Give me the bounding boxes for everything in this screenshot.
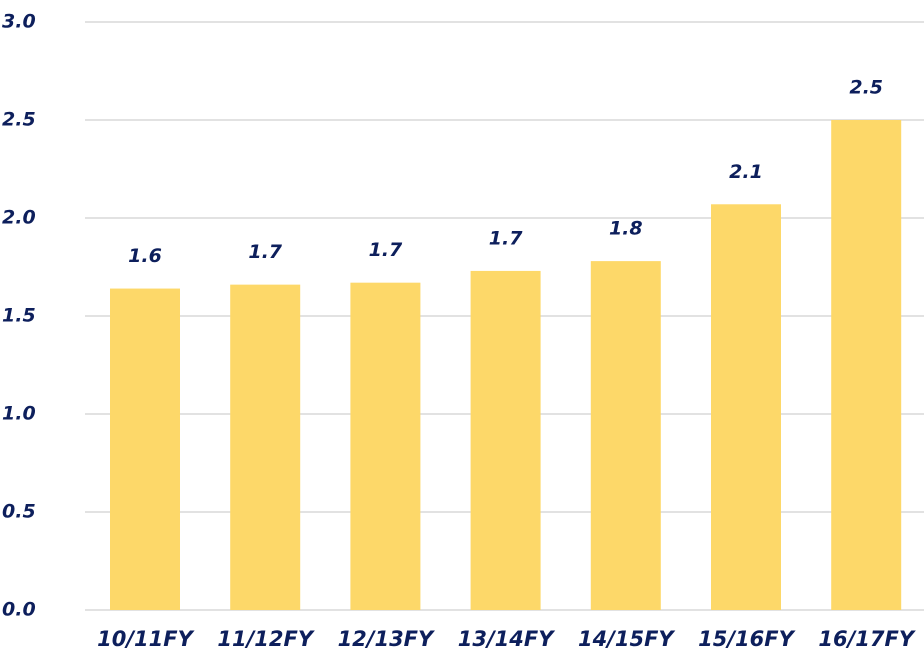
x-tick-label: 15/16FY xyxy=(698,627,795,651)
data-label: 2.1 xyxy=(729,161,763,183)
x-tick-label: 16/17FY xyxy=(818,627,915,651)
x-tick-label: 10/11FY xyxy=(97,627,194,651)
data-label: 1.7 xyxy=(248,241,282,263)
bar xyxy=(470,270,541,610)
data-label: 2.5 xyxy=(849,77,883,99)
x-tick-label: 12/13FY xyxy=(338,627,435,651)
data-label: 1.7 xyxy=(369,239,403,261)
x-tick-label: 13/14FY xyxy=(458,627,555,651)
bar xyxy=(350,282,421,610)
bar xyxy=(590,261,661,610)
data-label: 1.7 xyxy=(489,227,523,249)
y-tick-label: 2.5 xyxy=(2,109,36,131)
x-tick-label: 11/12FY xyxy=(217,627,314,651)
bar xyxy=(230,284,301,610)
y-tick-label: 2.0 xyxy=(2,207,36,229)
bar xyxy=(831,120,902,610)
y-tick-label: 1.0 xyxy=(2,403,36,425)
data-label: 1.8 xyxy=(609,218,643,240)
y-tick-label: 3.0 xyxy=(2,11,36,33)
x-tick-label: 14/15FY xyxy=(578,627,675,651)
data-label: 1.6 xyxy=(128,245,162,267)
bar xyxy=(711,204,781,610)
y-tick-label: 0.5 xyxy=(2,501,36,523)
bar xyxy=(110,288,180,610)
y-tick-label: 0.0 xyxy=(2,599,36,621)
y-tick-label: 1.5 xyxy=(2,305,36,327)
